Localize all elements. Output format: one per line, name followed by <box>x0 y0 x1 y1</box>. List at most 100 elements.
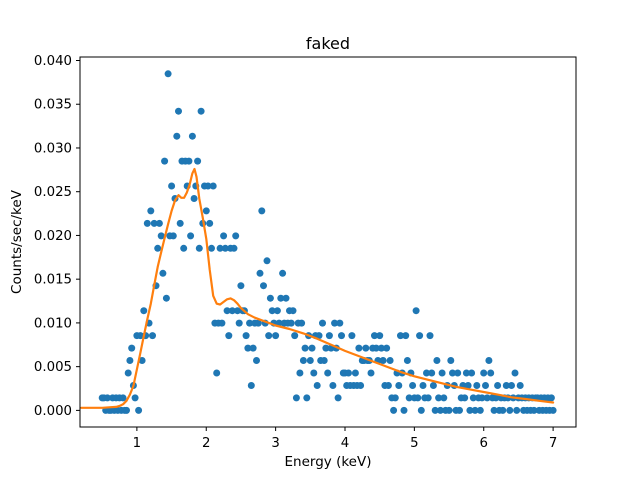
data-point <box>471 406 479 414</box>
data-point <box>502 382 510 389</box>
data-point <box>476 406 484 414</box>
data-point <box>414 394 422 402</box>
data-point <box>149 332 156 340</box>
data-point <box>266 294 274 302</box>
data-point <box>499 406 507 414</box>
data-point <box>390 406 398 414</box>
data-point <box>246 319 254 327</box>
data-point <box>157 232 165 240</box>
data-point <box>379 357 387 364</box>
data-point <box>303 394 311 402</box>
x-tick-label: 3 <box>271 436 279 451</box>
data-point <box>119 394 127 402</box>
data-point <box>490 406 498 414</box>
data-point <box>395 382 403 389</box>
data-point <box>329 382 337 389</box>
data-point <box>338 332 345 340</box>
data-point <box>345 369 352 377</box>
data-point <box>466 406 474 414</box>
data-point <box>279 269 287 277</box>
data-point <box>377 344 385 352</box>
data-point <box>190 195 198 202</box>
y-tick-label: 0.020 <box>34 229 72 244</box>
y-axis-label: Counts/sec/keV <box>9 189 25 294</box>
data-point <box>506 406 514 414</box>
data-point <box>322 344 330 352</box>
data-point <box>221 244 229 252</box>
data-point <box>138 357 146 364</box>
data-point <box>161 157 169 165</box>
data-point <box>225 332 233 340</box>
data-point <box>206 219 214 227</box>
data-point <box>256 269 264 277</box>
data-point <box>123 406 130 414</box>
x-tick-label: 1 <box>133 436 141 451</box>
data-point <box>405 394 413 402</box>
data-point <box>487 369 495 377</box>
data-point <box>230 244 238 252</box>
data-point <box>468 369 476 377</box>
data-point <box>384 382 392 389</box>
data-point <box>277 294 285 302</box>
data-point <box>402 332 410 340</box>
data-point <box>124 369 132 377</box>
data-point <box>424 394 432 402</box>
data-point <box>176 219 184 227</box>
data-point <box>291 332 299 340</box>
data-point <box>508 382 515 389</box>
data-point <box>469 394 477 402</box>
data-point <box>516 382 524 389</box>
data-point <box>265 332 273 340</box>
data-point <box>412 307 420 315</box>
data-point <box>237 282 245 290</box>
data-point <box>299 357 307 364</box>
data-point <box>292 394 300 402</box>
data-point <box>445 406 453 414</box>
data-point <box>188 132 196 140</box>
data-point <box>431 406 439 414</box>
data-point <box>351 369 359 377</box>
data-point <box>197 107 205 115</box>
data-point <box>400 406 408 414</box>
data-point <box>234 307 241 315</box>
data-point <box>287 319 295 327</box>
data-point <box>483 394 491 402</box>
data-point <box>187 232 195 240</box>
data-point <box>423 369 430 377</box>
data-point <box>253 357 260 364</box>
data-point <box>202 207 210 215</box>
data-point <box>357 382 365 389</box>
data-point <box>249 344 257 352</box>
scatter-series <box>98 70 557 414</box>
y-tick-label: 0.025 <box>34 185 72 200</box>
data-point <box>372 344 380 352</box>
data-point <box>247 382 255 389</box>
x-tick-label: 5 <box>410 436 418 451</box>
data-point <box>209 182 217 190</box>
x-axis-label: Energy (keV) <box>285 454 372 470</box>
data-point <box>319 319 326 327</box>
x-tick-label: 2 <box>202 436 210 451</box>
data-point <box>417 406 425 414</box>
data-point <box>162 294 170 302</box>
data-point <box>348 332 356 340</box>
data-point <box>386 357 394 364</box>
data-point <box>433 357 441 364</box>
data-point <box>428 369 436 377</box>
y-tick-label: 0.005 <box>34 360 72 375</box>
data-point <box>530 406 538 414</box>
data-point <box>482 382 489 389</box>
data-point <box>155 219 163 227</box>
y-tick-label: 0.010 <box>34 316 72 331</box>
data-point <box>494 382 502 389</box>
data-point <box>159 269 167 277</box>
data-point <box>242 332 250 340</box>
x-tick-label: 6 <box>480 436 488 451</box>
data-point <box>258 207 266 215</box>
y-tick-label: 0.000 <box>34 404 72 419</box>
data-point <box>273 307 281 315</box>
data-point <box>397 332 404 340</box>
data-point <box>282 294 290 302</box>
data-point <box>547 394 555 402</box>
